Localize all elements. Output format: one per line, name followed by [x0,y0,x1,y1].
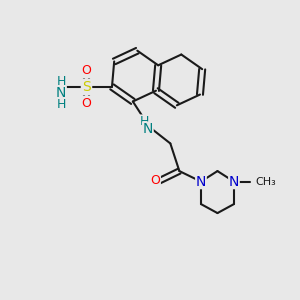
Text: CH₃: CH₃ [255,177,276,187]
Text: N: N [196,175,206,189]
Text: N: N [56,86,66,100]
Text: N: N [229,175,239,189]
Text: O: O [150,174,160,187]
Text: O: O [82,64,92,77]
Text: S: S [82,80,91,94]
Text: H: H [56,75,66,88]
Text: H: H [139,115,148,128]
Text: O: O [82,97,92,110]
Text: H: H [56,98,66,111]
Text: N: N [143,122,153,136]
